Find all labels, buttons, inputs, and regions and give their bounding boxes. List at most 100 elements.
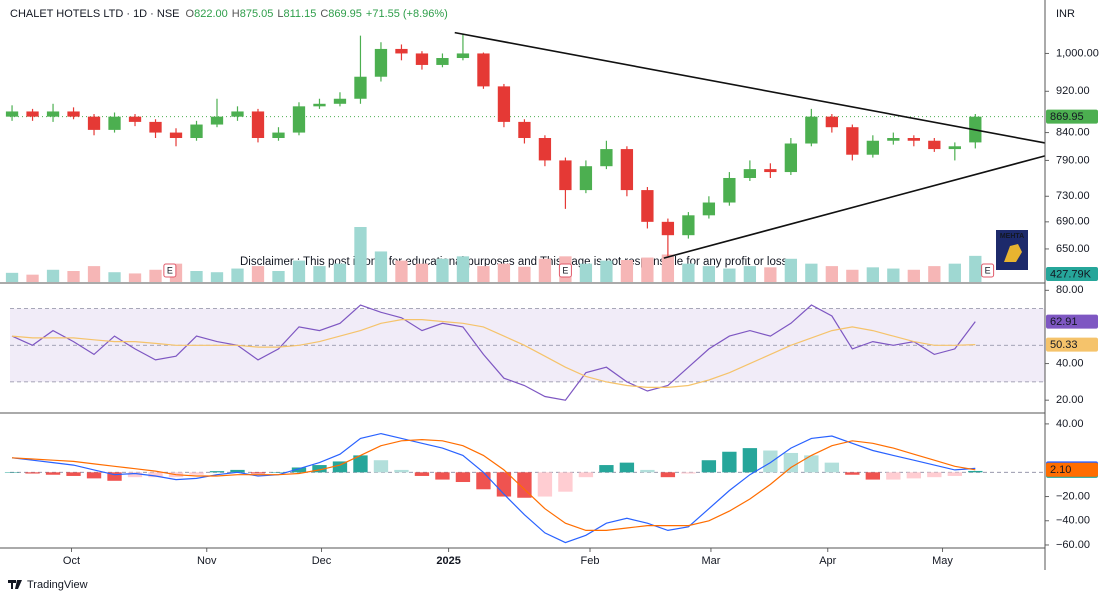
x-tick-label: Feb: [581, 555, 600, 567]
volume-bar: [887, 268, 900, 282]
x-tick-label: Apr: [819, 555, 836, 567]
footer: TradingView: [8, 579, 88, 591]
candle-body: [723, 177, 736, 203]
volume-bar: [969, 255, 982, 282]
candle-body: [169, 132, 183, 139]
volume-badge-label: 427.79K: [1050, 268, 1092, 280]
histogram-bar: [373, 460, 389, 473]
y-tick-label: 920.00: [1056, 85, 1090, 97]
histogram-bar: [845, 472, 860, 475]
legend-value: 822.00: [194, 8, 228, 20]
volume-bar: [784, 258, 798, 282]
histogram-bar: [640, 469, 655, 473]
histogram-bar: [722, 451, 737, 473]
volume-bar: [313, 266, 326, 282]
volume-bar: [395, 260, 408, 282]
candle-body: [374, 48, 388, 77]
histogram-bar: [619, 462, 635, 473]
candle-body: [210, 116, 224, 125]
volume-bar: [805, 263, 818, 282]
y-tick-label: 80.00: [1056, 284, 1084, 296]
volume-bar: [5, 272, 19, 282]
histogram-bar: [271, 472, 286, 473]
x-tick-label: 2025: [436, 555, 460, 567]
volume-bar: [661, 254, 675, 282]
volume-bar: [354, 227, 367, 282]
legend-key: H: [232, 8, 240, 20]
event-marker: [981, 263, 995, 278]
series-line: [11, 319, 976, 388]
price-badge-label: 2.10: [1050, 464, 1071, 476]
candle-body: [333, 98, 347, 104]
histogram-bar: [332, 461, 348, 473]
y-tick-label: 730.00: [1056, 190, 1090, 202]
volume-bar: [641, 257, 654, 282]
candle-body: [128, 116, 142, 122]
volume-bar: [333, 263, 347, 282]
candle-body: [620, 149, 634, 191]
histogram-bar: [558, 472, 573, 492]
candle-body: [559, 160, 572, 191]
price-badge-label: 62.91: [1050, 316, 1078, 328]
x-tick-label: May: [932, 555, 953, 567]
y-tick-label: 840.00: [1056, 126, 1090, 138]
volume-bar: [620, 260, 634, 282]
volume-bar: [108, 272, 121, 282]
volume-bar: [825, 266, 838, 282]
candle-body: [313, 103, 326, 107]
histogram-bar: [496, 472, 512, 497]
histogram-bar: [414, 472, 430, 476]
candle-body: [702, 202, 716, 216]
candle-body: [456, 53, 470, 59]
y-tick-label: −20.00: [1056, 490, 1090, 502]
candle-body: [395, 48, 408, 54]
histogram-bar: [927, 472, 942, 478]
histogram-bar: [86, 472, 102, 479]
candle-body: [579, 166, 593, 191]
volume-bar: [702, 266, 716, 282]
histogram-bar: [660, 472, 676, 478]
volume-bar: [846, 269, 859, 282]
legend-key: C: [320, 8, 328, 20]
histogram-bar: [291, 467, 307, 473]
volume-bar: [928, 266, 941, 282]
change: +71.55: [366, 8, 400, 20]
y-tick-label: −40.00: [1056, 515, 1090, 527]
histogram-bar: [517, 472, 532, 498]
trendline: [663, 155, 1046, 259]
volume-bar: [497, 263, 511, 282]
candle-body: [497, 86, 511, 122]
candle-body: [46, 111, 60, 117]
histogram-bar: [599, 465, 614, 473]
candle-body: [518, 121, 531, 139]
volume-bar: [26, 274, 39, 282]
price-badge: [1046, 462, 1098, 477]
histogram-bar: [107, 472, 122, 481]
histogram-bar: [353, 455, 368, 473]
legend: CHALET HOTELS LTD · 1D · NSE O822.00 H875.…: [10, 8, 448, 20]
x-tick-label: Nov: [197, 555, 217, 567]
y-tick-label: 650.00: [1056, 243, 1090, 255]
y-tick-label: 40.00: [1056, 418, 1084, 430]
histogram-bar: [127, 472, 143, 478]
volume-bar: [538, 258, 552, 282]
histogram-bar: [189, 472, 204, 475]
histogram-bar: [865, 472, 881, 480]
event-label: E: [562, 265, 568, 275]
price-badge-label: 50.33: [1050, 339, 1078, 351]
candle-body: [846, 127, 859, 155]
tv-logo: [8, 580, 22, 589]
watermark: MEHTA: [1000, 233, 1024, 240]
volume-bar: [67, 271, 80, 282]
volume-bar: [272, 271, 285, 282]
candle-body: [887, 138, 900, 141]
candle-body: [26, 111, 39, 117]
histogram-bar: [230, 469, 245, 473]
histogram-bar: [312, 465, 327, 473]
candle-body: [149, 121, 162, 133]
candle-body: [108, 116, 121, 130]
candle-body: [477, 53, 490, 87]
x-tick-label: Oct: [63, 555, 80, 567]
candle-body: [928, 140, 941, 150]
